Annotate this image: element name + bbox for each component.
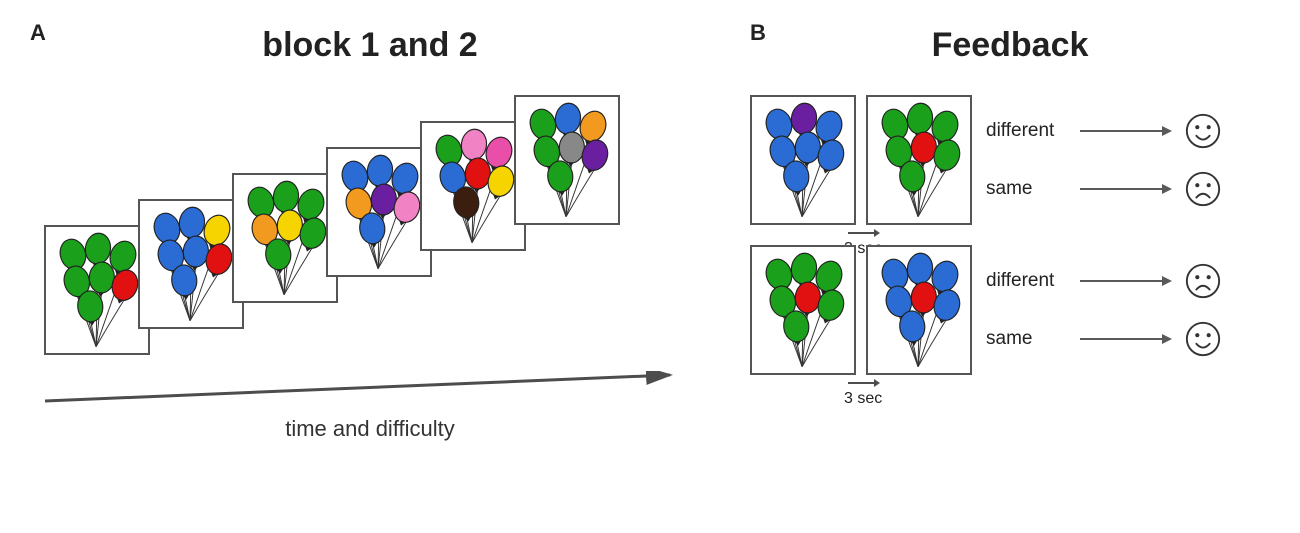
response-row: different: [986, 112, 1222, 150]
stimulus-card: [750, 95, 856, 225]
panel-a-label: A: [30, 20, 46, 46]
arrow-right-icon: [1080, 130, 1170, 132]
axis-arrow-icon: [30, 371, 690, 405]
response-label: same: [986, 328, 1066, 350]
figure-root: A block 1 and 2: [30, 20, 1270, 442]
panel-b-title: Feedback: [750, 26, 1270, 65]
trials-container: 3 sec different same: [750, 95, 1270, 375]
stimulus-card: [866, 95, 972, 225]
response-options: different same: [986, 112, 1222, 208]
stimulus-card: [44, 225, 150, 355]
delay-label: 3 sec: [844, 377, 882, 408]
axis-caption: time and difficulty: [30, 416, 710, 442]
happy-face-icon: [1184, 112, 1222, 150]
feedback-trial: 3 sec different same: [750, 245, 1270, 375]
card-pair: 3 sec: [750, 245, 972, 375]
arrow-right-icon: [1080, 338, 1170, 340]
arrow-right-icon: [844, 227, 882, 240]
arrow-right-icon: [1080, 188, 1170, 190]
sad-face-icon: [1184, 262, 1222, 300]
sad-face-icon: [1184, 170, 1222, 208]
response-options: different same: [986, 262, 1222, 358]
response-row: same: [986, 320, 1222, 358]
panel-b-label: B: [750, 20, 766, 46]
happy-face-icon: [1184, 320, 1222, 358]
arrow-right-icon: [1080, 280, 1170, 282]
response-row: same: [986, 170, 1222, 208]
delay-text: 3 sec: [844, 390, 882, 407]
response-row: different: [986, 262, 1222, 300]
stimulus-card: [326, 147, 432, 277]
stimulus-card: [514, 95, 620, 225]
panel-a-title: block 1 and 2: [30, 26, 710, 65]
stimulus-card: [232, 173, 338, 303]
stimulus-card: [420, 121, 526, 251]
response-label: same: [986, 178, 1066, 200]
stimulus-card: [138, 199, 244, 329]
panel-a: A block 1 and 2: [30, 20, 710, 442]
stimulus-card: [866, 245, 972, 375]
feedback-trial: 3 sec different same: [750, 95, 1270, 225]
card-pair: 3 sec: [750, 95, 972, 225]
difficulty-axis: time and difficulty: [30, 371, 710, 442]
card-cascade: [44, 95, 710, 355]
panel-b: B Feedback: [750, 20, 1270, 442]
response-label: different: [986, 120, 1066, 142]
stimulus-card: [750, 245, 856, 375]
response-label: different: [986, 270, 1066, 292]
arrow-right-icon: [844, 377, 882, 390]
